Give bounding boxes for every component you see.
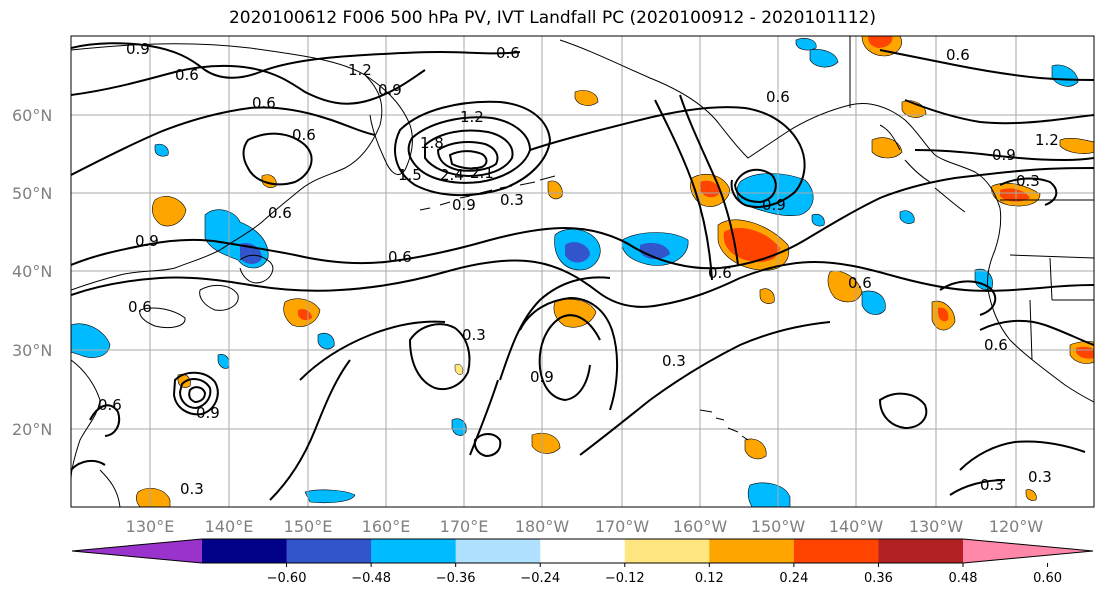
colorbar-segment: [624, 539, 710, 563]
lon-label: 130°W: [909, 517, 964, 536]
contour-label: 0.9: [126, 40, 150, 58]
contour-label: 0.9: [530, 368, 554, 386]
contour-label: 2.4: [440, 166, 464, 184]
contour-label: 0.6: [388, 248, 412, 266]
contour-label: 0.3: [462, 326, 486, 344]
colorbar-outline: [71, 538, 1094, 564]
lon-label: 150°E: [284, 517, 333, 536]
latitude-labels: 60°N 50°N 40°N 30°N 20°N: [12, 106, 52, 439]
colorbar-tick-label: 0.36: [864, 571, 893, 586]
contour-label: 0.6: [496, 44, 520, 62]
map-title: 2020100612 F006 500 hPa PV, IVT Landfall…: [228, 8, 876, 28]
contour-label: 0.6: [292, 126, 316, 144]
colorbar-segment: [371, 539, 457, 563]
lon-label: 120°W: [989, 517, 1044, 536]
colorbar-tick-label: 0.60: [1033, 571, 1062, 586]
colorbar-extend-low: [72, 539, 202, 563]
lat-label: 20°N: [12, 420, 52, 439]
contour-label: 0.3: [980, 476, 1004, 494]
colorbar-tick-label: −0.48: [351, 571, 391, 586]
lon-label: 150°W: [751, 517, 806, 536]
contour-label: 0.6: [98, 396, 122, 414]
colorbar-tick-label: −0.12: [605, 571, 645, 586]
map-content: 0.9 0.6 1.2 0.9 0.6 0.6 0.6 1.2 1.5 1.8 …: [71, 36, 1094, 507]
contour-label: 0.6: [946, 46, 970, 64]
lon-label: 130°E: [126, 517, 175, 536]
contour-label: 0.6: [175, 66, 199, 84]
contour-label: 0.3: [180, 480, 204, 498]
lat-label: 60°N: [12, 106, 52, 125]
colorbar-tick-label: 0.48: [949, 571, 978, 586]
longitude-labels: 130°E 140°E 150°E 160°E 170°E 180°W 170°…: [126, 517, 1044, 536]
colorbar-segment: [202, 539, 288, 563]
map-border: [70, 35, 1095, 508]
contour-label: 1.8: [420, 134, 444, 152]
lon-label: 170°W: [595, 517, 650, 536]
colorbar-tick-label: −0.36: [436, 571, 476, 586]
lon-label: 160°E: [362, 517, 411, 536]
colorbar-tick-label: 0.12: [695, 571, 724, 586]
contour-label: 1.2: [1035, 131, 1059, 149]
colorbar-segment: [709, 539, 795, 563]
lon-label: 180°W: [515, 517, 570, 536]
contour-label: 0.6: [252, 94, 276, 112]
contour-label: 1.5: [398, 166, 422, 184]
contour-label: 0.6: [984, 336, 1008, 354]
lat-label: 40°N: [12, 262, 52, 281]
contour-label: 0.9: [135, 232, 159, 250]
colorbar-segment: [793, 539, 879, 563]
contour-label: 1.2: [460, 108, 484, 126]
lat-label: 50°N: [12, 184, 52, 203]
colorbar-segment: [455, 539, 541, 563]
contour-label: 0.6: [268, 204, 292, 222]
contour-label: 0.3: [662, 352, 686, 370]
graticule: [71, 36, 1094, 507]
colorbar-tick-label: −0.60: [267, 571, 307, 586]
contour-label: 0.9: [762, 196, 786, 214]
colorbar-tick-label: 0.24: [779, 571, 808, 586]
contour-label: 0.9: [992, 146, 1016, 164]
colorbar-segment: [286, 539, 372, 563]
pv-contours: [71, 42, 1094, 501]
contour-label: 1.2: [348, 61, 372, 79]
colorbar-segment: [540, 539, 626, 563]
contour-label: 0.6: [766, 88, 790, 106]
colorbar: −0.60 −0.48 −0.36 −0.24 −0.12 0.12 0.24 0.36 0.4…: [71, 538, 1094, 586]
lon-label: 160°W: [673, 517, 728, 536]
colorbar-extend-high: [963, 539, 1093, 563]
contour-labels: 0.9 0.6 1.2 0.9 0.6 0.6 0.6 1.2 1.5 1.8 …: [98, 40, 1059, 498]
contour-label: 0.9: [452, 196, 476, 214]
lon-label: 140°E: [205, 517, 254, 536]
contour-label: 0.3: [1016, 172, 1040, 190]
colorbar-tick-label: −0.24: [520, 571, 560, 586]
contour-label: 0.3: [500, 191, 524, 209]
lon-label: 170°E: [440, 517, 489, 536]
contour-label: 0.3: [1028, 468, 1052, 486]
contour-label: 0.9: [196, 404, 220, 422]
contour-label: 0.9: [378, 81, 402, 99]
contour-label: 0.6: [128, 298, 152, 316]
contour-label: 0.6: [708, 264, 732, 282]
lon-label: 140°W: [829, 517, 884, 536]
contour-label: 2.1: [470, 164, 494, 182]
colorbar-segment: [878, 539, 964, 563]
lat-label: 30°N: [12, 341, 52, 360]
contour-label: 0.6: [848, 274, 872, 292]
